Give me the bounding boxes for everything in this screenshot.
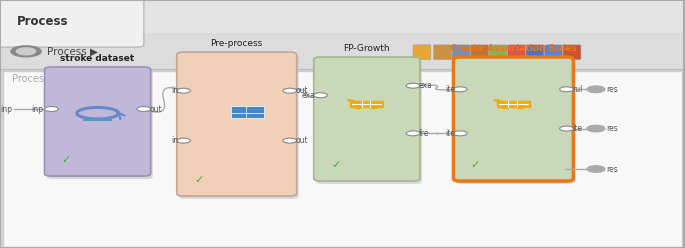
Circle shape — [406, 131, 420, 136]
FancyBboxPatch shape — [246, 106, 264, 113]
FancyBboxPatch shape — [232, 112, 249, 118]
FancyBboxPatch shape — [526, 45, 544, 60]
Circle shape — [371, 106, 377, 108]
Circle shape — [501, 106, 508, 108]
Text: ✓: ✓ — [471, 160, 480, 170]
Circle shape — [587, 86, 605, 93]
Text: out: out — [149, 104, 162, 114]
Circle shape — [177, 138, 190, 143]
FancyBboxPatch shape — [545, 45, 562, 60]
Text: exa: exa — [301, 91, 315, 100]
FancyBboxPatch shape — [471, 45, 488, 60]
Text: out: out — [295, 86, 308, 95]
Circle shape — [16, 48, 36, 55]
FancyBboxPatch shape — [456, 60, 575, 184]
FancyBboxPatch shape — [179, 55, 299, 199]
Text: out: out — [295, 136, 308, 145]
Text: Process: Process — [17, 15, 68, 28]
FancyBboxPatch shape — [316, 60, 422, 184]
FancyBboxPatch shape — [508, 45, 525, 60]
Circle shape — [177, 88, 190, 93]
Circle shape — [314, 93, 327, 98]
FancyBboxPatch shape — [453, 57, 573, 181]
Text: res: res — [606, 164, 618, 174]
Text: ite: ite — [572, 124, 582, 133]
Text: in: in — [171, 136, 178, 145]
Text: fre: fre — [419, 129, 429, 138]
Circle shape — [11, 46, 41, 57]
FancyBboxPatch shape — [3, 71, 682, 247]
Circle shape — [355, 106, 362, 108]
FancyBboxPatch shape — [47, 70, 153, 179]
Circle shape — [453, 87, 467, 92]
Text: res: res — [606, 85, 618, 94]
Circle shape — [587, 125, 605, 132]
FancyBboxPatch shape — [246, 112, 264, 118]
Text: inp: inp — [0, 104, 12, 114]
FancyBboxPatch shape — [489, 45, 507, 60]
Circle shape — [453, 131, 467, 136]
FancyBboxPatch shape — [452, 45, 470, 60]
Circle shape — [587, 166, 605, 172]
FancyBboxPatch shape — [0, 0, 144, 47]
Circle shape — [560, 126, 573, 131]
Text: FP-Growth: FP-Growth — [343, 44, 390, 53]
FancyBboxPatch shape — [314, 57, 420, 181]
Text: Pre-process: Pre-process — [210, 39, 263, 48]
FancyBboxPatch shape — [45, 67, 151, 176]
Circle shape — [283, 138, 297, 143]
Text: ✓: ✓ — [194, 175, 203, 185]
Text: in: in — [171, 86, 178, 95]
Text: inp: inp — [31, 104, 43, 114]
Circle shape — [45, 107, 58, 112]
FancyBboxPatch shape — [232, 106, 249, 113]
Text: stroke dataset: stroke dataset — [60, 54, 135, 63]
Circle shape — [517, 106, 523, 108]
FancyBboxPatch shape — [0, 0, 685, 69]
FancyBboxPatch shape — [413, 45, 431, 60]
FancyBboxPatch shape — [497, 101, 530, 107]
Text: exa: exa — [419, 81, 432, 90]
Text: ✓: ✓ — [331, 160, 340, 170]
Text: Create Association Rules: Create Association Rules — [450, 44, 577, 53]
Circle shape — [560, 87, 573, 92]
Circle shape — [283, 88, 297, 93]
Text: Process ▶: Process ▶ — [47, 46, 97, 56]
FancyBboxPatch shape — [434, 45, 451, 60]
Circle shape — [406, 83, 420, 88]
Text: rul: rul — [572, 85, 582, 94]
Text: ite: ite — [445, 129, 455, 138]
FancyBboxPatch shape — [177, 52, 297, 196]
FancyBboxPatch shape — [563, 45, 581, 60]
Text: ite: ite — [445, 85, 455, 94]
FancyBboxPatch shape — [351, 101, 384, 107]
Text: res: res — [606, 124, 618, 133]
Text: Process: Process — [12, 74, 49, 84]
Text: ✓: ✓ — [62, 155, 71, 165]
Circle shape — [137, 107, 151, 112]
FancyBboxPatch shape — [0, 33, 685, 69]
FancyBboxPatch shape — [83, 118, 112, 121]
